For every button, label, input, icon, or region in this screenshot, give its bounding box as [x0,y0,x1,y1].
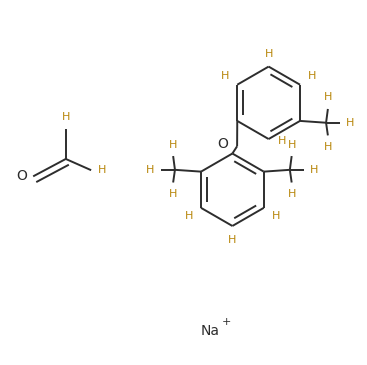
Text: H: H [310,165,319,175]
Text: H: H [278,136,286,146]
Text: H: H [169,139,177,150]
Text: H: H [346,118,355,128]
Text: H: H [324,142,332,152]
Text: H: H [185,211,193,222]
Text: H: H [62,112,70,122]
Text: H: H [146,165,155,175]
Text: H: H [169,189,177,199]
Text: O: O [217,138,228,151]
Text: H: H [265,49,273,59]
Text: Na: Na [201,324,220,338]
Text: H: H [221,71,229,81]
Text: H: H [272,211,280,222]
Text: +: + [222,318,231,327]
Text: O: O [16,169,27,182]
Text: H: H [228,235,237,245]
Text: H: H [324,92,332,103]
Text: H: H [287,189,296,199]
Text: H: H [98,165,106,175]
Text: H: H [287,139,296,150]
Text: H: H [308,71,316,81]
